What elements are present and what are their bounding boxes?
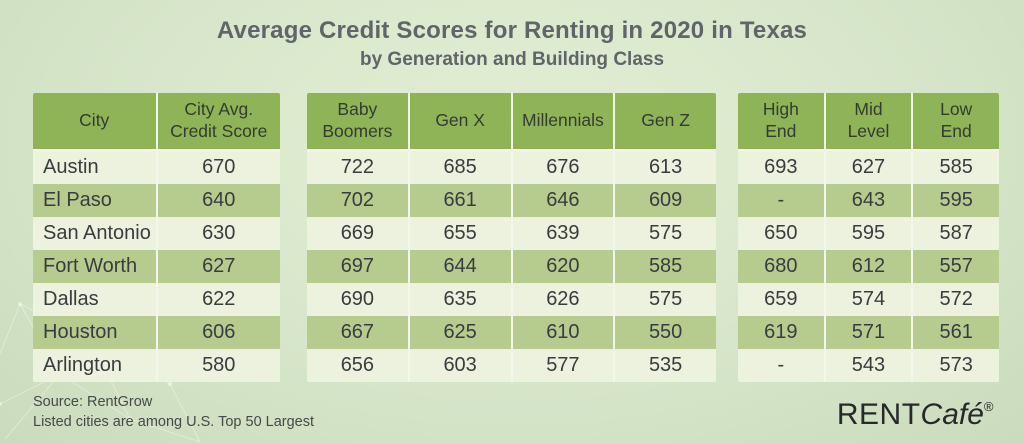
table-cell: 635 (409, 283, 511, 316)
table-cell: 580 (157, 349, 280, 382)
column-header: City Avg. Credit Score (157, 93, 280, 151)
registered-mark: ® (983, 399, 994, 414)
logo-cafe: Café (920, 398, 984, 431)
table-cell: 626 (512, 283, 614, 316)
table-cell: San Antonio (33, 217, 156, 250)
table-cell: El Paso (33, 184, 156, 217)
table-cell: 609 (615, 184, 716, 217)
table-cell: 646 (512, 184, 614, 217)
table-cell: 644 (409, 250, 511, 283)
column-header: Gen X (409, 93, 511, 151)
table-cell: Fort Worth (33, 250, 156, 283)
table-cell: 573 (913, 349, 999, 382)
table-cell: 722 (307, 151, 408, 184)
table-cell: 574 (825, 283, 912, 316)
table-cell: 697 (307, 250, 408, 283)
table-cell: 622 (157, 283, 280, 316)
table-cell: 575 (615, 217, 716, 250)
table-cell: Dallas (33, 283, 156, 316)
table-cell: 680 (738, 250, 824, 283)
table-cell: 575 (615, 283, 716, 316)
table-cell: Arlington (33, 349, 156, 382)
cities-note: Listed cities are among U.S. Top 50 Larg… (33, 414, 315, 430)
page-title: Average Credit Scores for Renting in 202… (216, 17, 808, 44)
column-header: Gen Z (615, 93, 716, 151)
table-cell: 585 (615, 250, 716, 283)
column-header: Baby Boomers (307, 93, 408, 151)
table-cell: 572 (913, 283, 999, 316)
table-cell: 667 (307, 316, 408, 349)
table-cell: 620 (512, 250, 614, 283)
rentcafe-logo: RENTCafé® (837, 398, 994, 432)
table-cell: 535 (615, 349, 716, 382)
page-subtitle: by Generation and Building Class (359, 49, 665, 70)
table-cell: 606 (157, 316, 280, 349)
table-cell: - (738, 184, 824, 217)
table-cell: 619 (738, 316, 824, 349)
table-cell: 661 (409, 184, 511, 217)
table-cell: 639 (512, 217, 614, 250)
column-header: High End (738, 93, 824, 151)
table-cell: 613 (615, 151, 716, 184)
column-header: Millennials (512, 93, 614, 151)
table-cell: 627 (825, 151, 912, 184)
table-cell: 659 (738, 283, 824, 316)
table-cell: 612 (825, 250, 912, 283)
table-cell: 543 (825, 349, 912, 382)
table-cell: 603 (409, 349, 511, 382)
table-cell: 693 (738, 151, 824, 184)
table-cell: 585 (913, 151, 999, 184)
table-cell: 676 (512, 151, 614, 184)
table-cell: 643 (825, 184, 912, 217)
table-cell: 656 (307, 349, 408, 382)
table-cell: Houston (33, 316, 156, 349)
logo-rent: RENT (836, 398, 921, 431)
source-note: Source: RentGrow (33, 394, 153, 410)
table-cell: 655 (409, 217, 511, 250)
table-cell: 550 (615, 316, 716, 349)
table-cell: 650 (738, 217, 824, 250)
table-cell: 577 (512, 349, 614, 382)
table-cell: 557 (913, 250, 999, 283)
table-cell: 571 (825, 316, 912, 349)
table-cell: 587 (913, 217, 999, 250)
table-cell: 702 (307, 184, 408, 217)
table-cell: 595 (913, 184, 999, 217)
table-cell: 625 (409, 316, 511, 349)
column-header: Mid Level (825, 93, 912, 151)
table-cell: 685 (409, 151, 511, 184)
table-cell: 640 (157, 184, 280, 217)
table-cell: 669 (307, 217, 408, 250)
column-header: City (33, 93, 156, 151)
table-cell: 690 (307, 283, 408, 316)
table-cell: Austin (33, 151, 156, 184)
building-class-table: High End Mid Level Low End 693 627 585-643 595… (738, 93, 999, 382)
table-cell: 595 (825, 217, 912, 250)
table-cell: 670 (157, 151, 280, 184)
table-cell: 627 (157, 250, 280, 283)
table-cell: 630 (157, 217, 280, 250)
table-cell: - (738, 349, 824, 382)
column-header: Low End (913, 93, 999, 151)
table-cell: 561 (913, 316, 999, 349)
generation-table: Baby Boomers Gen X Millennials Gen Z 722 685 6… (307, 93, 716, 382)
table-cell: 610 (512, 316, 614, 349)
city-table: City City Avg. Credit Score Austin 670 El Pa… (33, 93, 280, 382)
